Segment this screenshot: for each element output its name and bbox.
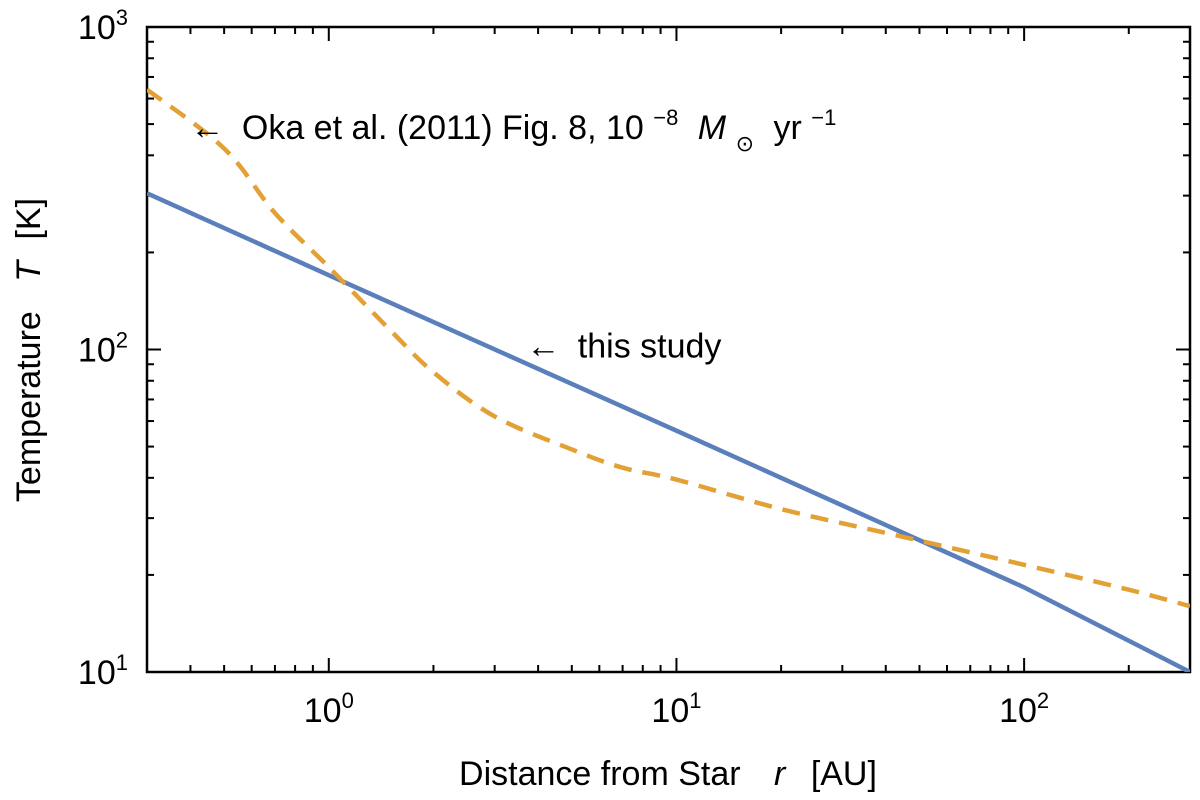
annotation-oka-msun: M	[698, 109, 727, 147]
y-tick-label-base: 10	[78, 9, 116, 47]
annotation-oka-exp: −8	[653, 105, 678, 130]
annotation-this-study: ← this study	[526, 328, 721, 366]
y-tick-label-base: 10	[78, 332, 116, 370]
x-axis-label: Distance from Star r [AU]	[459, 755, 877, 793]
annotation-this-study-arrow: ←	[526, 328, 560, 366]
x-tick-label: 101	[651, 688, 701, 730]
y-tick-label: 101	[78, 650, 128, 692]
axis-ticks	[146, 26, 1191, 673]
annotation-oka-tail: yr	[773, 109, 801, 147]
x-axis-label-unit: [AU]	[811, 755, 877, 793]
x-axis-label-symbol: r	[774, 755, 787, 793]
x-tick-label: 100	[304, 688, 354, 730]
annotation-oka-text: Oka et al. (2011) Fig. 8, 10	[242, 109, 644, 147]
series-line-this-study	[147, 191, 1190, 672]
x-tick-label-base: 10	[304, 692, 342, 730]
annotation-oka-arrow: ←	[190, 109, 224, 147]
y-axis-label-symbol: T	[10, 259, 48, 282]
y-tick-label-base: 10	[78, 654, 116, 692]
annotation-oka: ← Oka et al. (2011) Fig. 8, 10 −8 M ⊙ yr…	[190, 95, 836, 159]
y-tick-label: 103	[78, 5, 128, 47]
y-axis-label: Temperature T [K]	[10, 198, 48, 502]
y-tick-label-exp: 1	[116, 650, 128, 675]
y-axis-label-unit: [K]	[10, 198, 48, 240]
x-tick-label-exp: 2	[1037, 688, 1049, 713]
x-tick-label-exp: 1	[689, 688, 701, 713]
x-tick-label-base: 10	[651, 692, 689, 730]
x-tick-label: 102	[999, 688, 1049, 730]
x-tick-label-exp: 0	[342, 688, 354, 713]
y-tick-label-exp: 2	[116, 328, 128, 353]
annotation-oka-msun-sub: ⊙	[736, 131, 754, 156]
series-layer	[147, 87, 1190, 672]
annotation-this-study-text: this study	[578, 328, 722, 366]
x-tick-label-base: 10	[999, 692, 1037, 730]
series-line-oka	[147, 87, 1190, 609]
annotation-oka-tail-exp: −1	[811, 105, 836, 130]
y-tick-label: 102	[78, 328, 128, 370]
x-tick-labels: 100 101 102	[304, 688, 1049, 730]
x-axis-label-text: Distance from Star	[459, 755, 741, 793]
y-tick-label-exp: 3	[116, 5, 128, 30]
y-axis-label-text: Temperature	[10, 311, 48, 502]
